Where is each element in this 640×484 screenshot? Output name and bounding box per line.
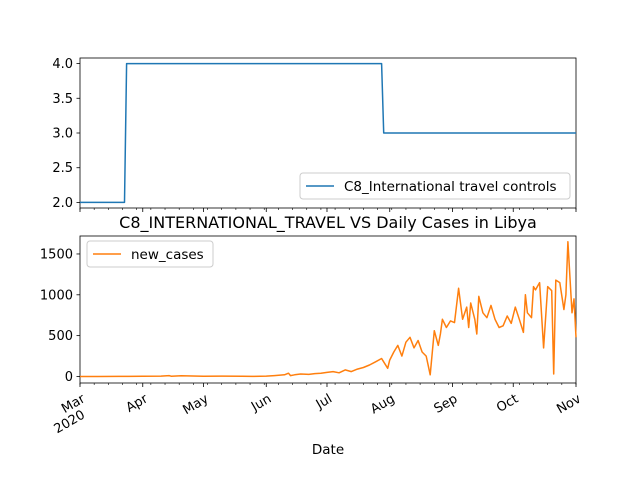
y-tick-label: 4.0 [52, 57, 73, 72]
top-axes: 2.0 2.5 3.0 3.5 4.0 C8_International travel … [52, 57, 577, 212]
bottom-axes: C8_INTERNATIONAL_TRAVEL VS Daily Cases i… [40, 213, 584, 458]
x-tick-label: Aug [368, 392, 397, 418]
chart-title: C8_INTERNATIONAL_TRAVEL VS Daily Cases i… [119, 213, 537, 233]
top-legend-label: C8_International travel controls [344, 179, 557, 195]
x-tick-label: Nov [554, 391, 584, 417]
top-legend: C8_International travel controls [299, 172, 571, 200]
y-tick-label: 0 [65, 370, 73, 385]
y-tick-label: 1000 [40, 288, 73, 303]
bottom-axes-frame [79, 235, 577, 384]
bottom-legend-label: new_cases [131, 247, 204, 263]
bottom-axes-series [80, 240, 577, 378]
x-tick-label: Apr [124, 391, 152, 416]
x-axis-label: Date [312, 442, 344, 458]
x-tick-label: Oct [494, 392, 521, 416]
x-tick-label: Jun [248, 392, 274, 416]
y-tick-label: 2.5 [52, 161, 73, 176]
series-line [80, 62, 576, 204]
bottom-axes-yticks: 0 500 1000 1500 [40, 247, 80, 385]
y-tick-label: 3.0 [52, 127, 73, 142]
top-legend-box [299, 172, 571, 200]
x-tick-label: Jul [313, 392, 335, 413]
x-tick-label: May [181, 391, 212, 418]
top-axes-yticks: 2.0 2.5 3.0 3.5 4.0 [52, 57, 80, 211]
y-tick-label: 2.0 [52, 196, 73, 211]
x-tick-label: Sep [432, 392, 461, 417]
y-tick-label: 500 [48, 329, 73, 344]
series-line [80, 240, 577, 378]
y-tick-label: 1500 [40, 247, 73, 262]
bottom-legend-box [86, 240, 214, 268]
top-axes-series [80, 62, 576, 204]
y-tick-label: 3.5 [52, 92, 73, 107]
top-axes-xticks [79, 208, 577, 212]
bottom-legend: new_cases [86, 240, 214, 268]
